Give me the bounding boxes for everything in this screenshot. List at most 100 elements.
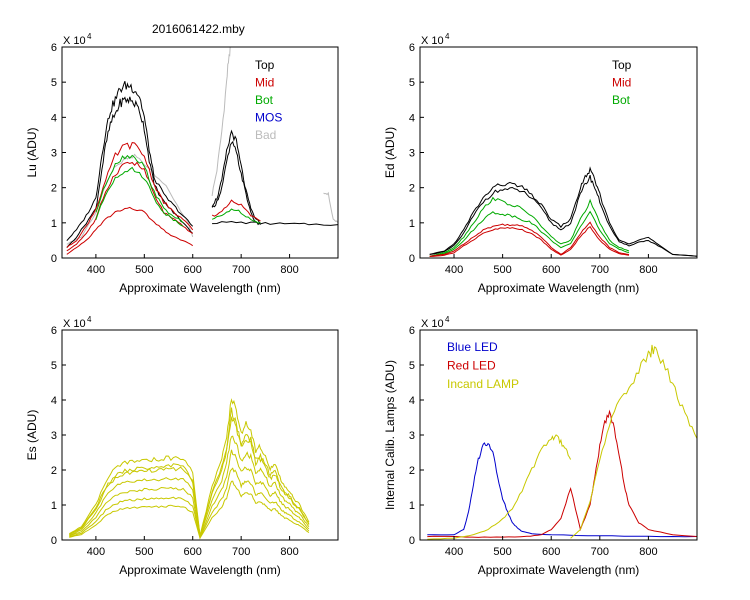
series-line-incand-lamp: [427, 434, 572, 540]
series-line-bot: [429, 210, 630, 257]
y-tick-label: 2: [409, 183, 415, 195]
series-line-top: [66, 96, 194, 248]
x-tick-label: 400: [445, 546, 463, 558]
x-tick-label: 800: [280, 264, 298, 276]
y-tick-label: 6: [409, 42, 415, 54]
scale-label: X 10: [63, 35, 86, 47]
y-tick-label: 6: [51, 42, 57, 54]
y-tick-label: 2: [51, 183, 57, 195]
x-tick-label: 500: [135, 546, 153, 558]
y-tick-label: 2: [51, 465, 57, 477]
x-tick-label: 700: [232, 546, 250, 558]
series-line-es: [69, 435, 310, 537]
series-line-bot: [429, 196, 630, 257]
legend-entry-blue-led: Blue LED: [447, 340, 498, 354]
y-tick-label: 4: [409, 395, 415, 407]
plot-frame: [61, 329, 339, 541]
series-line-mid: [66, 206, 193, 255]
series-line-es: [69, 480, 310, 540]
scale-exponent: 4: [87, 32, 92, 41]
legend-entry-top: Top: [612, 58, 632, 72]
x-axis-label: Approximate Wavelength (nm): [119, 281, 281, 295]
legend-entry-mid: Mid: [255, 76, 274, 90]
legend-entry-mid: Mid: [612, 76, 631, 90]
x-axis-label: Approximate Wavelength (nm): [119, 563, 281, 577]
y-tick-label: 6: [51, 325, 57, 337]
series-line-red-led: [427, 409, 697, 538]
legend-entry-bad: Bad: [255, 128, 276, 142]
scale-label: X 10: [421, 35, 444, 47]
y-tick-label: 1: [409, 218, 415, 230]
x-tick-label: 800: [639, 264, 657, 276]
series-line-bad: [66, 153, 194, 245]
y-tick-label: 4: [51, 112, 57, 124]
scale-label: X 10: [63, 318, 86, 330]
series-line-mid: [429, 225, 630, 257]
series-line-es: [69, 449, 310, 540]
series-line-bot: [95, 166, 184, 227]
series-line-bot: [95, 154, 184, 224]
y-tick-label: 5: [51, 360, 57, 372]
series-line-top: [429, 166, 697, 257]
x-tick-label: 700: [591, 546, 609, 558]
x-tick-label: 400: [445, 264, 463, 276]
legend-entry-bot: Bot: [612, 93, 631, 107]
x-tick-label: 600: [184, 264, 202, 276]
y-tick-label: 2: [409, 465, 415, 477]
legend-entry-mos: MOS: [255, 111, 282, 125]
x-tick-label: 400: [87, 264, 105, 276]
y-axis-label: Lu (ADU): [25, 127, 39, 177]
y-axis-label: Internal Calib. Lamps (ADU): [383, 360, 397, 510]
series-group: [429, 166, 697, 257]
series-line-top: [66, 81, 194, 242]
y-tick-label: 0: [51, 253, 57, 265]
series-line-top: [429, 174, 697, 257]
series-group: [66, 47, 338, 255]
scale-label: X 10: [421, 318, 444, 330]
series-line-bad: [323, 191, 338, 224]
y-tick-label: 5: [409, 360, 415, 372]
series-group: [69, 398, 310, 540]
series-line-es: [69, 415, 310, 537]
scale-exponent: 4: [87, 315, 92, 324]
y-tick-label: 0: [51, 535, 57, 547]
x-tick-label: 800: [639, 546, 657, 558]
x-tick-label: 700: [591, 264, 609, 276]
x-axis-label: Approximate Wavelength (nm): [478, 281, 640, 295]
series-line-mid: [66, 142, 194, 248]
plot-frame: [61, 46, 339, 259]
series-group: [427, 344, 697, 540]
x-tick-label: 700: [232, 264, 250, 276]
plot-frame: [419, 46, 698, 259]
series-line-bot: [211, 208, 261, 224]
series-line-es: [69, 467, 310, 540]
x-tick-label: 500: [493, 546, 511, 558]
x-tick-label: 500: [493, 264, 511, 276]
y-tick-label: 0: [409, 535, 415, 547]
x-tick-label: 600: [542, 264, 560, 276]
series-line-es: [69, 407, 310, 536]
series-line-top: [212, 220, 338, 226]
y-tick-label: 5: [51, 77, 57, 89]
legend-entry-incand-lamp: Incand LAMP: [447, 377, 519, 391]
series-line-es: [69, 398, 310, 536]
x-tick-label: 600: [184, 546, 202, 558]
series-line-mid: [211, 199, 261, 222]
x-axis-label: Approximate Wavelength (nm): [478, 563, 640, 577]
y-tick-label: 5: [409, 77, 415, 89]
y-tick-label: 0: [409, 253, 415, 265]
legend-entry-bot: Bot: [255, 93, 274, 107]
series-line-mid: [429, 221, 630, 257]
y-tick-label: 3: [51, 430, 57, 442]
y-tick-label: 3: [409, 430, 415, 442]
y-tick-label: 4: [51, 395, 57, 407]
series-line-mid: [66, 161, 193, 252]
y-tick-label: 1: [409, 500, 415, 512]
legend-entry-top: Top: [255, 58, 275, 72]
y-axis-label: Ed (ADU): [383, 127, 397, 178]
y-tick-label: 1: [51, 218, 57, 230]
